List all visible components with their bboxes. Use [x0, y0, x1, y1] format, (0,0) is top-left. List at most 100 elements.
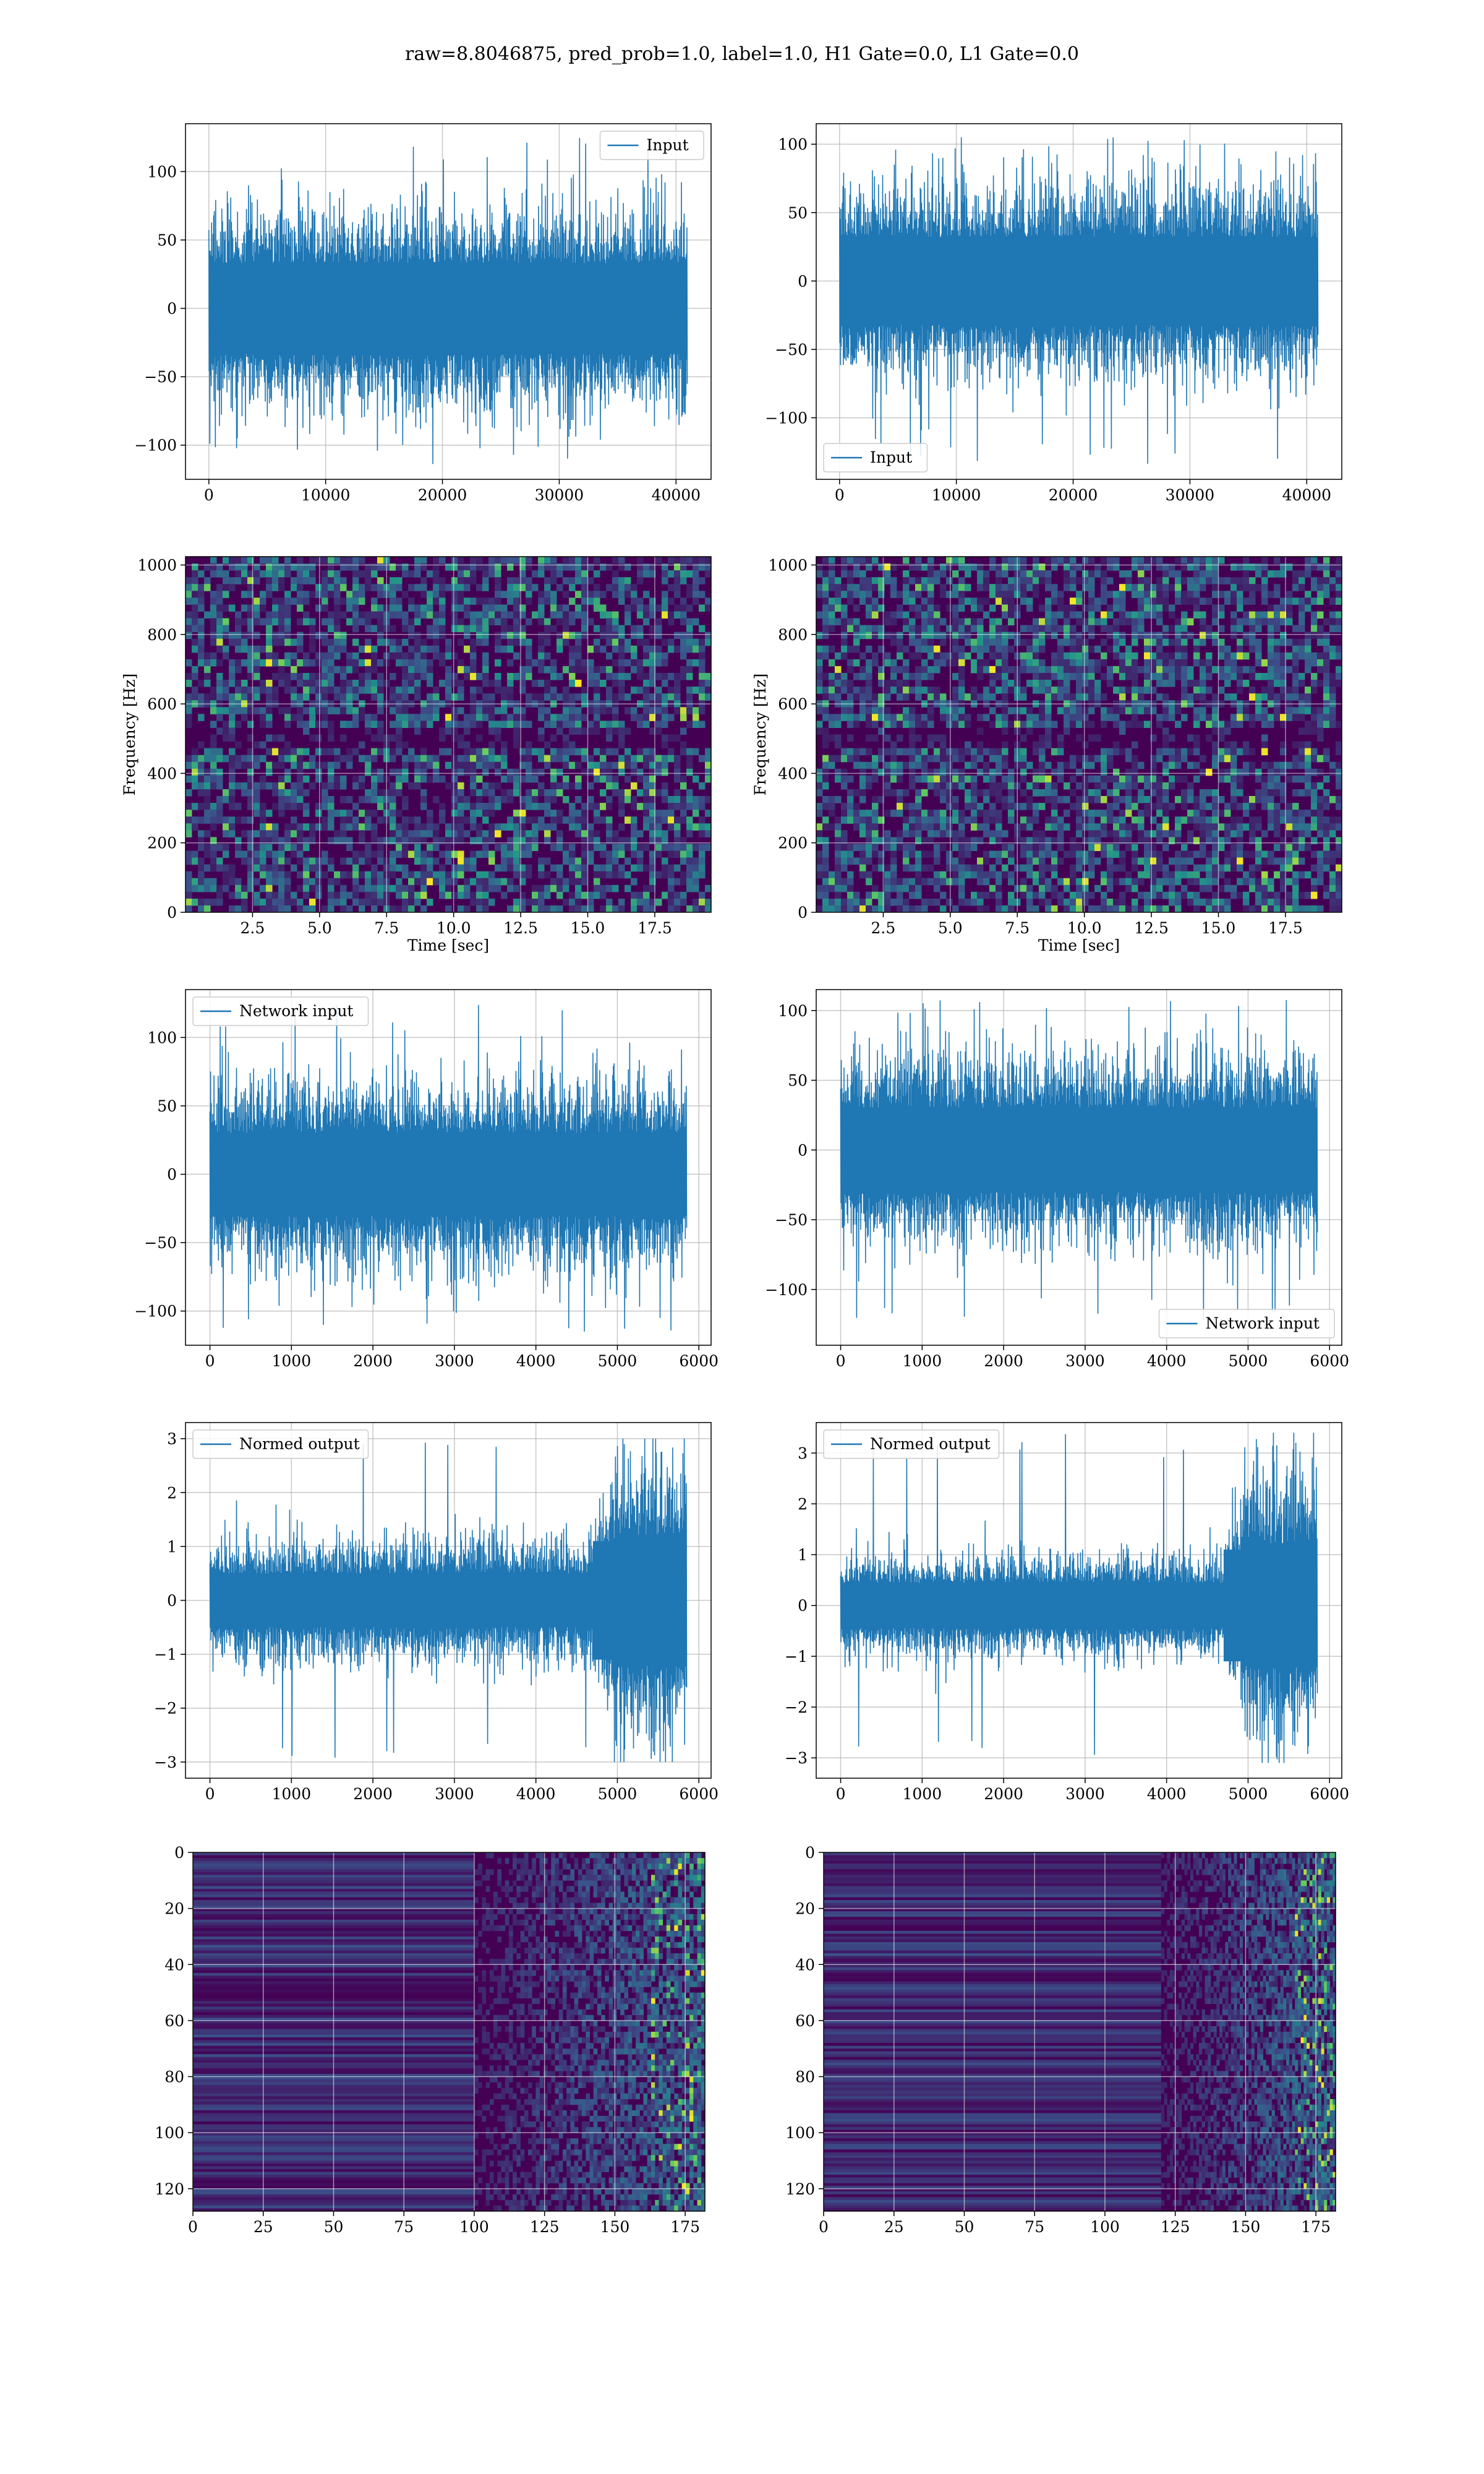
heatmap-cell: [272, 687, 279, 694]
heatmap-cell: [544, 823, 551, 831]
heatmap-cell: [847, 597, 854, 605]
heatmap-cell: [996, 748, 1002, 756]
heatmap-cell: [365, 857, 372, 865]
heatmap-cell: [983, 638, 990, 646]
heatmap-cell: [1125, 789, 1132, 797]
heatmap-cell: [1008, 563, 1015, 571]
heatmap-cell: [365, 659, 372, 667]
heatmap-cell: [526, 864, 532, 872]
heatmap-cell: [1169, 884, 1175, 892]
heatmap-cell: [1156, 823, 1163, 831]
heatmap-cell: [451, 721, 458, 728]
heatmap-cell: [309, 659, 316, 667]
heatmap-cell: [315, 857, 322, 865]
heatmap-cell: [927, 618, 934, 626]
heatmap-cell: [1008, 645, 1015, 653]
heatmap-cell: [284, 884, 291, 892]
heatmap-cell: [513, 884, 520, 892]
heatmap-cell: [414, 563, 421, 571]
heatmap-cell: [1008, 631, 1015, 640]
heatmap-cell: [1169, 666, 1175, 674]
heatmap-cell: [1026, 680, 1033, 687]
heatmap-cell: [402, 755, 409, 763]
heatmap-cell: [921, 878, 928, 886]
heatmap-cell: [526, 591, 532, 598]
heatmap-cell: [402, 844, 409, 851]
heatmap-cell: [581, 597, 588, 605]
heatmap-cell: [303, 844, 310, 851]
heatmap-cell: [1156, 857, 1163, 865]
heatmap-cell: [915, 680, 922, 687]
heatmap-cell: [996, 761, 1002, 769]
heatmap-cell: [866, 584, 872, 591]
heatmap-cell: [816, 768, 823, 776]
heatmap-cell: [352, 857, 359, 865]
heatmap-cell: [1125, 748, 1132, 756]
heatmap-cell: [668, 898, 675, 906]
heatmap-cell: [1045, 597, 1052, 605]
heatmap-cell: [983, 645, 990, 653]
heatmap-cell: [210, 570, 217, 578]
heatmap-cell: [408, 816, 415, 824]
heatmap-cell: [235, 837, 242, 844]
heatmap-cell: [210, 687, 217, 694]
heatmap-cell: [835, 680, 842, 687]
heatmap-cell: [841, 680, 848, 687]
heatmap-cell: [662, 707, 668, 714]
heatmap-cell: [1039, 755, 1046, 763]
heatmap-cell: [192, 775, 198, 783]
heatmap-cell: [581, 727, 588, 735]
heatmap-cell: [334, 755, 341, 763]
heatmap-cell: [600, 816, 607, 824]
heatmap-cell: [1057, 857, 1064, 865]
heatmap-cell: [1082, 577, 1089, 584]
heatmap-cell: [600, 864, 607, 872]
heatmap-cell: [1051, 891, 1058, 899]
heatmap-cell: [952, 638, 959, 646]
y-tick-label: 0: [167, 300, 177, 318]
heatmap-cell: [550, 721, 557, 728]
heatmap-cell: [649, 830, 656, 837]
heatmap-cell: [513, 638, 520, 646]
heatmap-cell: [451, 693, 458, 701]
heatmap-cell: [859, 782, 866, 790]
heatmap-cell: [216, 618, 223, 626]
heatmap-cell: [451, 810, 458, 817]
heatmap-cell: [965, 638, 971, 646]
heatmap-cell: [538, 891, 545, 899]
heatmap-cell: [569, 557, 576, 564]
heatmap-cell: [581, 857, 588, 865]
heatmap-cell: [334, 638, 341, 646]
heatmap-cell: [371, 597, 378, 605]
series-core: [839, 237, 1318, 325]
heatmap-cell: [989, 631, 996, 640]
heatmap-cell: [284, 680, 291, 687]
heatmap-cell: [927, 638, 934, 646]
heatmap-cell: [235, 905, 242, 913]
heatmap-cell: [705, 570, 712, 578]
heatmap-cell: [618, 666, 625, 674]
heatmap-cell: [1132, 714, 1138, 721]
heatmap-cell: [408, 659, 415, 667]
heatmap-cell: [346, 761, 353, 769]
heatmap-cell: [1101, 714, 1107, 721]
heatmap-cell: [816, 830, 823, 837]
heatmap-cell: [1088, 584, 1095, 591]
heatmap-cell: [284, 673, 291, 680]
heatmap-cell: [495, 563, 501, 571]
heatmap-cell: [921, 604, 928, 612]
heatmap-cell: [829, 625, 835, 633]
heatmap-cell: [408, 782, 415, 790]
heatmap-cell: [674, 687, 681, 694]
heatmap-cell: [192, 563, 198, 571]
heatmap-cell: [1162, 830, 1169, 837]
heatmap-cell: [247, 782, 254, 790]
heatmap-cell: [625, 871, 631, 879]
heatmap-cell: [488, 878, 495, 886]
heatmap-cell: [390, 577, 396, 584]
heatmap-cell: [229, 905, 236, 913]
heatmap-cell: [890, 844, 897, 851]
heatmap-cell: [897, 891, 903, 899]
heatmap-cell: [458, 666, 464, 674]
heatmap-cell: [482, 577, 489, 584]
